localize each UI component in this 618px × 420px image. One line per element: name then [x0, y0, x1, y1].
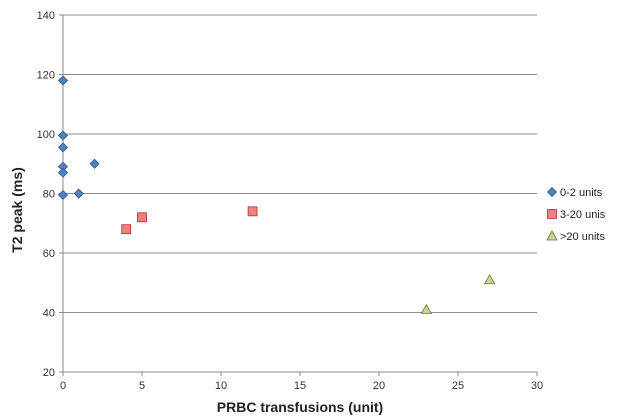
x-axis-tick-labels: 0 5 10 15 20 25 30	[60, 380, 543, 392]
y-tick-label: 120	[37, 70, 55, 82]
data-point-square	[137, 212, 147, 223]
data-point-diamond	[89, 158, 100, 169]
y-tick-label: 100	[37, 129, 55, 141]
y-axis-title: T2 peak (ms)	[9, 167, 25, 253]
x-tick-label: 20	[373, 380, 385, 392]
data-point-triangle	[483, 273, 496, 285]
data-point-diamond	[73, 188, 84, 199]
legend-item: 3-20 unis	[547, 209, 606, 221]
x-tick-label: 15	[294, 380, 306, 392]
legend-label: >20 units	[560, 231, 605, 243]
y-tick-label: 80	[43, 189, 55, 201]
x-tick-label: 5	[139, 380, 145, 392]
legend: 0-2 units 3-20 unis >20 units	[546, 186, 606, 243]
x-tick-label: 0	[60, 380, 66, 392]
gridlines	[63, 14, 537, 313]
data-point-diamond	[57, 130, 69, 141]
x-tick-label: 30	[531, 380, 543, 392]
legend-marker-triangle	[546, 230, 558, 241]
x-tick-label: 10	[215, 380, 227, 392]
y-tick-label: 140	[37, 10, 55, 22]
axes	[59, 14, 538, 376]
data-point-diamond	[57, 167, 69, 178]
y-tick-label: 20	[43, 367, 55, 379]
legend-item: >20 units	[546, 230, 605, 243]
y-axis-tick-labels: 20 40 60 80 100 120 140	[37, 10, 55, 379]
data-point-triangle	[420, 303, 433, 314]
legend-label: 0-2 units	[560, 187, 603, 199]
legend-marker-diamond	[546, 186, 558, 198]
y-tick-label: 60	[43, 248, 55, 260]
x-axis-title: PRBC transfusions (unit)	[217, 399, 383, 415]
legend-marker-square	[547, 209, 557, 219]
x-tick-label: 25	[452, 380, 464, 392]
data-point-diamond	[57, 142, 69, 153]
data-point-square	[121, 224, 132, 235]
data-point-diamond	[57, 75, 69, 86]
legend-item: 0-2 units	[546, 186, 603, 199]
data-points	[57, 75, 496, 314]
data-point-square	[247, 206, 258, 217]
legend-label: 3-20 unis	[560, 209, 606, 221]
data-point-diamond	[57, 189, 69, 201]
y-tick-label: 40	[43, 308, 55, 320]
